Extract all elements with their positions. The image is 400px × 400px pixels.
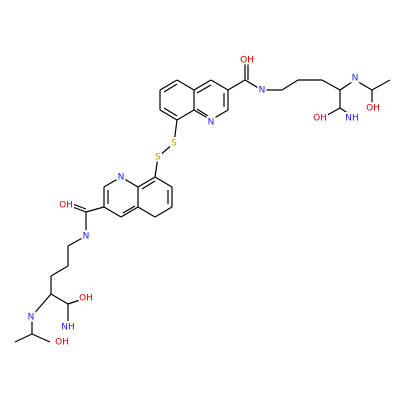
atom-label: N <box>259 86 266 96</box>
atom-label: OH <box>55 338 69 348</box>
atom-label: S <box>155 153 161 163</box>
atom-label: OH <box>313 114 327 124</box>
atom-label: N <box>118 173 125 183</box>
bonds <box>14 64 391 343</box>
atom-labels: OH N N S S N OH OH NH N OH N OH N NH OH <box>26 54 382 350</box>
atom-label: S <box>171 139 177 149</box>
atom-label: NH <box>61 323 75 333</box>
atom-label: OH <box>79 294 93 304</box>
atom-label: NH <box>345 114 359 124</box>
atom-label: N <box>352 74 359 84</box>
atom-label: N <box>208 118 215 128</box>
atom-label: OH <box>240 56 254 66</box>
atom-label: N <box>28 313 35 323</box>
atom-label: OH <box>59 201 73 211</box>
atom-label: N <box>83 232 90 242</box>
atom-label: OH <box>366 104 380 114</box>
